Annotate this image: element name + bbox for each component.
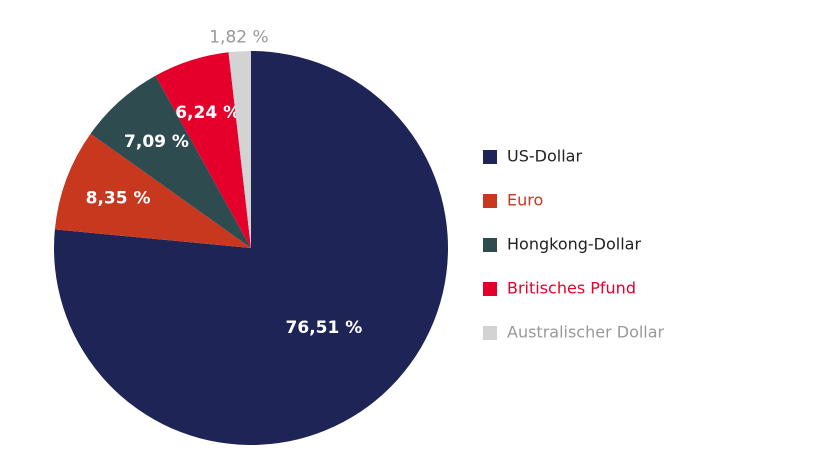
legend-label: Australischer Dollar xyxy=(507,323,665,342)
legend-swatch xyxy=(483,194,497,208)
legend-swatch xyxy=(483,238,497,252)
legend-label: Britisches Pfund xyxy=(507,279,636,298)
value-label: 8,35 % xyxy=(86,188,151,208)
legend-swatch xyxy=(483,282,497,296)
value-label: 6,24 % xyxy=(175,103,240,123)
legend-swatch xyxy=(483,150,497,164)
value-label: 7,09 % xyxy=(124,132,189,152)
pie-slice xyxy=(228,51,251,248)
pie-slice xyxy=(155,52,251,248)
value-label: 76,51 % xyxy=(286,318,363,338)
legend-label: Euro xyxy=(507,191,543,210)
pie-slice xyxy=(54,133,252,248)
value-label: 1,82 % xyxy=(209,27,268,47)
legend-label: Hongkong-Dollar xyxy=(507,235,641,254)
pie-slice xyxy=(90,75,251,248)
legend-swatch xyxy=(483,326,497,340)
legend-label: US-Dollar xyxy=(507,147,582,166)
